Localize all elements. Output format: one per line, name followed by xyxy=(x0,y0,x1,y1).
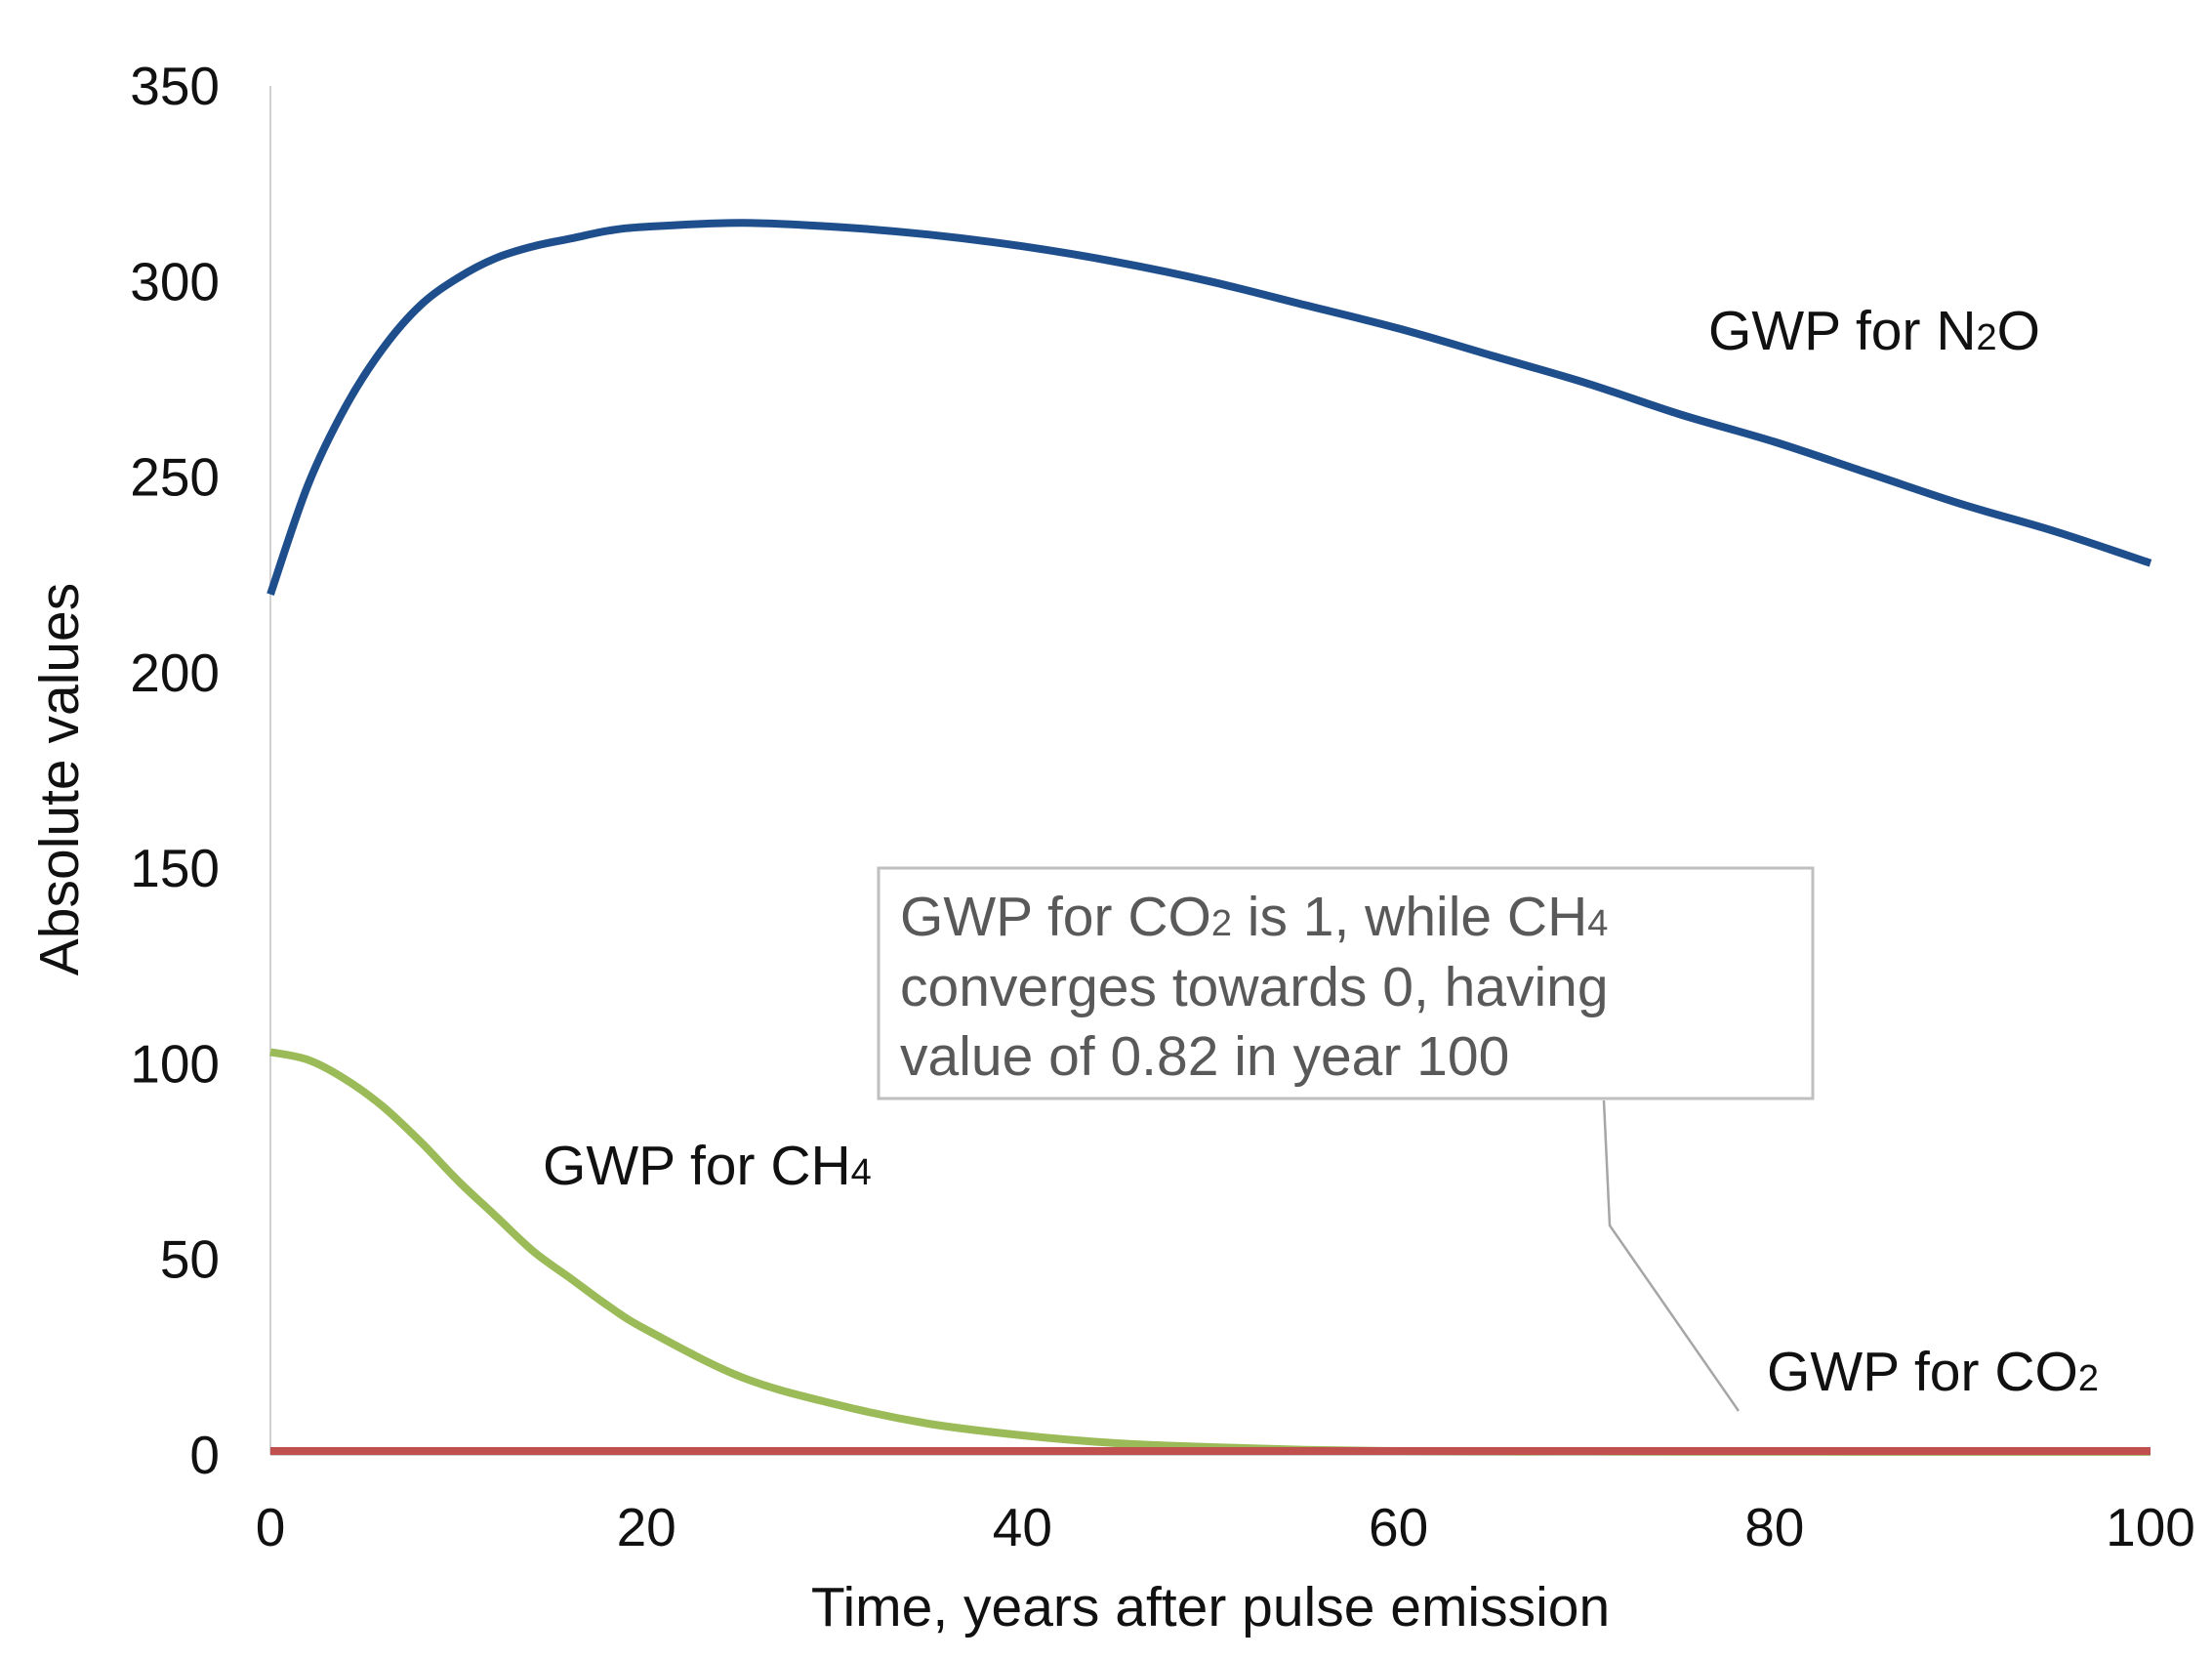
annotation-line-3: value of 0.82 in year 100 xyxy=(900,1025,1509,1088)
annot-line1-a: GWP for CO xyxy=(900,886,1211,948)
x-tick-label: 20 xyxy=(617,1497,676,1557)
x-tick-labels: 0 20 40 60 80 100 xyxy=(256,1497,2195,1557)
annotation-line-1: GWP for CO2 is 1, while CH4 xyxy=(900,886,1608,948)
y-tick-label: 350 xyxy=(130,56,220,116)
ch4-label-sub: 4 xyxy=(851,1152,872,1193)
x-tick-label: 60 xyxy=(1369,1497,1428,1557)
n2o-label-main: GWP for N xyxy=(1708,300,1976,362)
axes xyxy=(269,86,2151,1456)
y-tick-label: 200 xyxy=(130,643,220,703)
series-label-co2: GWP for CO2 xyxy=(1767,1341,2099,1403)
annotation-leader-line xyxy=(1602,1099,1741,1412)
y-tick-label: 300 xyxy=(130,251,220,311)
series-lines xyxy=(266,219,2152,1456)
n2o-label-sub: 2 xyxy=(1976,317,1996,358)
y-tick-label: 250 xyxy=(130,447,220,508)
y-tick-label: 100 xyxy=(130,1033,220,1094)
x-tick-label: 80 xyxy=(1744,1497,1804,1557)
co2-label-main: GWP for CO xyxy=(1767,1341,2078,1403)
co2-label-sub: 2 xyxy=(2078,1358,2099,1399)
annot-line1-sub1: 2 xyxy=(1211,903,1232,944)
y-tick-labels: 0 50 100 150 200 250 300 350 xyxy=(130,56,220,1485)
annotation-callout: GWP for CO2 is 1, while CH4 converges to… xyxy=(877,866,1815,1412)
y-axis-title: Absolute values xyxy=(28,583,91,975)
series-line-n2o xyxy=(266,219,2152,596)
series-label-ch4: GWP for CH4 xyxy=(543,1135,872,1197)
y-tick-label: 50 xyxy=(160,1229,220,1290)
x-tick-label: 100 xyxy=(2106,1497,2195,1557)
y-tick-label: 0 xyxy=(189,1425,220,1485)
annotation-line-2: converges towards 0, having xyxy=(900,956,1609,1018)
series-label-n2o: GWP for N2O xyxy=(1708,300,2040,362)
ch4-label-main: GWP for CH xyxy=(543,1135,851,1197)
x-axis-title: Time, years after pulse emission xyxy=(811,1576,1610,1638)
x-tick-label: 40 xyxy=(993,1497,1052,1557)
annot-line1-sub2: 4 xyxy=(1587,903,1608,944)
y-tick-label: 150 xyxy=(130,838,220,898)
x-tick-label: 0 xyxy=(256,1497,286,1557)
annotation-box xyxy=(877,866,1815,1100)
n2o-label-tail: O xyxy=(1997,300,2040,362)
annot-line1-b: is 1, while CH xyxy=(1232,886,1587,948)
